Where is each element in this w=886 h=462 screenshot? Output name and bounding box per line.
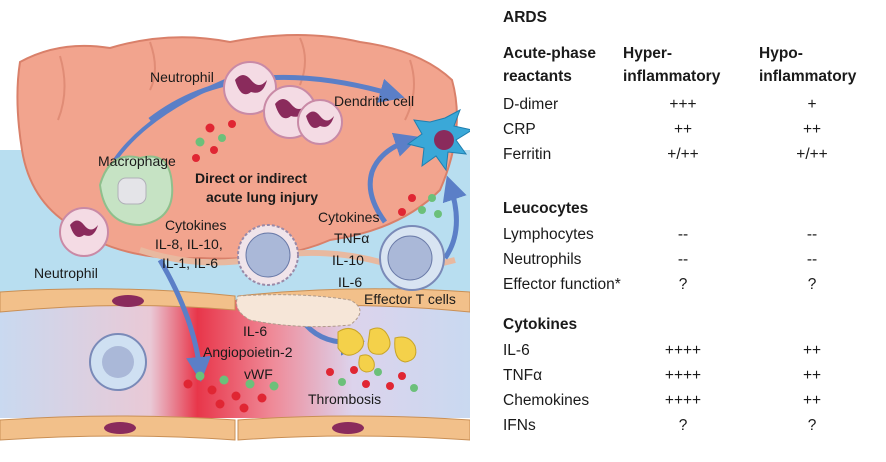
neutrophil-cell — [223, 61, 277, 115]
row-hyper-value: ++++ — [664, 392, 702, 409]
row-hyper-value: +/++ — [667, 146, 699, 163]
row-label: IFNs — [503, 417, 536, 434]
alveolar-lining — [57, 37, 415, 121]
label-cytokines-right-1: Cytokines — [318, 209, 379, 225]
label-thrombosis: Thrombosis — [308, 391, 381, 407]
neutrophil-cell-left — [59, 207, 109, 257]
effector-t-cell — [379, 225, 445, 291]
label-cytokines-right-3: IL-10 — [332, 252, 364, 268]
label-dendritic-cell: Dendritic cell — [334, 93, 414, 109]
col-header-acute-phase-1: Acute-phase — [503, 45, 597, 62]
label-cytokines-left-1: Cytokines — [165, 217, 226, 233]
row-hyper-value: ++++ — [664, 342, 702, 359]
col-header-hypo-2: inflammatory — [759, 68, 857, 85]
lung-injury-illustration: Neutrophil Dendritic cell Macrophage Dir… — [0, 34, 470, 441]
row-label: CRP — [503, 121, 536, 138]
row-hyper-value: -- — [677, 251, 689, 268]
neutrophil-cell — [297, 99, 343, 145]
row-label: Lymphocytes — [503, 226, 594, 243]
endothelial-nucleus — [112, 295, 144, 307]
macrophage-cell — [98, 155, 174, 227]
endothelial-nucleus — [332, 422, 364, 434]
row-hyper-value: +++ — [669, 96, 697, 113]
label-cytokines-left-2: IL-8, IL-10, — [155, 236, 223, 252]
section-header-cytokines: Cytokines — [503, 316, 578, 333]
row-hyper-value: -- — [677, 226, 689, 243]
row-hypo-value: + — [807, 96, 817, 113]
row-label: TNFα — [503, 367, 543, 384]
col-header-hypo-1: Hypo- — [759, 45, 803, 62]
label-cytokines-left-3: IL-1, IL-6 — [162, 255, 218, 271]
label-cytokines-right-4: IL-6 — [338, 274, 362, 290]
col-header-acute-phase-2: reactants — [503, 68, 572, 85]
endothelial-nucleus — [104, 422, 136, 434]
label-vessel-angiopoietin: Angiopoietin-2 — [203, 344, 293, 360]
label-neutrophil-left: Neutrophil — [34, 265, 98, 281]
row-label: Ferritin — [503, 146, 552, 163]
lymphocyte-cell — [237, 224, 299, 286]
row-label: IL-6 — [503, 342, 530, 359]
label-vessel-vwf: vWF — [244, 366, 273, 382]
row-hypo-value: ? — [807, 276, 817, 293]
row-hyper-value: ++ — [673, 121, 693, 138]
ards-table: ARDS Acute-phase reactants Hyper- inflam… — [503, 0, 886, 462]
row-hypo-value: +/++ — [796, 146, 828, 163]
row-label: Effector function* — [503, 276, 621, 293]
col-header-hyper-1: Hyper- — [623, 45, 673, 62]
label-neutrophil-top: Neutrophil — [150, 69, 214, 85]
label-effector-t-cells: Effector T cells — [364, 291, 456, 307]
dendritic-cell — [406, 108, 470, 172]
label-cytokines-right-2: TNFα — [334, 230, 369, 246]
row-hypo-value: ++ — [802, 392, 822, 409]
arrow-left-sweep — [113, 73, 241, 162]
endothelium-bottom — [0, 415, 470, 441]
row-label: Neutrophils — [503, 251, 582, 268]
row-hypo-value: ++ — [802, 367, 822, 384]
thrombosis-platelets — [337, 327, 417, 373]
row-hyper-value: ? — [678, 276, 688, 293]
row-hypo-value: ++ — [802, 342, 822, 359]
label-injury-line2: acute lung injury — [206, 189, 318, 205]
row-hyper-value: ? — [678, 417, 688, 434]
label-vessel-il6: IL-6 — [243, 323, 267, 339]
row-label: D-dimer — [503, 96, 559, 113]
section-header-leucocytes: Leucocytes — [503, 200, 589, 217]
row-hypo-value: ++ — [802, 121, 822, 138]
row-label: Chemokines — [503, 392, 590, 409]
vessel-lymphocyte — [89, 333, 147, 391]
col-header-hyper-2: inflammatory — [623, 68, 721, 85]
table-title: ARDS — [503, 9, 547, 26]
cytokine-particles — [183, 120, 442, 413]
row-hypo-value: -- — [806, 251, 818, 268]
row-hypo-value: -- — [806, 226, 818, 243]
row-hypo-value: ? — [807, 417, 817, 434]
transmigration-zone — [236, 294, 361, 328]
row-hyper-value: ++++ — [664, 367, 702, 384]
label-macrophage: Macrophage — [98, 153, 176, 169]
label-injury-line1: Direct or indirect — [195, 170, 307, 186]
